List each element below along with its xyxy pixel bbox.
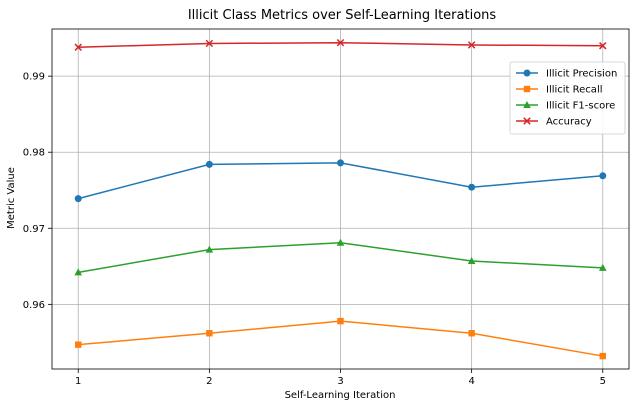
y-tick-label: 0.98 — [23, 148, 45, 159]
legend-marker — [523, 85, 531, 93]
legend-marker — [523, 69, 531, 77]
data-point — [336, 38, 345, 47]
x-axis-label: Self-Learning Iteration — [285, 390, 396, 401]
legend-label: Accuracy — [546, 117, 592, 128]
x-tick-label: 2 — [206, 376, 212, 387]
x-tick-label: 3 — [337, 376, 343, 387]
data-point — [599, 352, 606, 360]
legend-marker — [523, 117, 531, 125]
legend-label: Illicit Precision — [546, 69, 617, 80]
data-point — [205, 245, 214, 253]
chart-title: Illicit Class Metrics over Self-Learning… — [188, 8, 497, 23]
y-tick-label: 0.99 — [23, 72, 45, 83]
data-point — [75, 341, 82, 348]
y-tick-label: 0.96 — [23, 300, 45, 311]
legend-label: Illicit Recall — [546, 85, 603, 96]
data-point — [206, 330, 213, 337]
data-point — [205, 39, 214, 48]
data-point — [74, 43, 82, 51]
x-tick-label: 5 — [600, 376, 606, 387]
legend-marker — [523, 101, 531, 108]
y-tick-label: 0.97 — [23, 224, 45, 235]
data-point — [337, 317, 344, 325]
data-point — [468, 330, 475, 337]
data-point — [205, 160, 213, 168]
x-tick-label: 1 — [75, 376, 81, 387]
data-point — [337, 159, 344, 167]
plot-area: 1 2 3 4 5 0.96 0.97 0.98 0.99 Illicit Precision Il… — [23, 28, 630, 387]
data-point — [467, 256, 476, 264]
data-point — [74, 195, 82, 203]
data-point — [599, 172, 607, 180]
data-point — [599, 42, 607, 50]
data-point — [467, 41, 476, 49]
data-point — [336, 238, 345, 246]
y-axis-label: Metric Value — [6, 167, 17, 229]
data-point — [74, 268, 83, 276]
x-tick-label: 4 — [468, 376, 474, 387]
data-point — [598, 263, 607, 271]
legend-box — [509, 61, 626, 135]
data-point — [468, 183, 476, 191]
legend-label: Illicit F1-score — [546, 101, 615, 112]
